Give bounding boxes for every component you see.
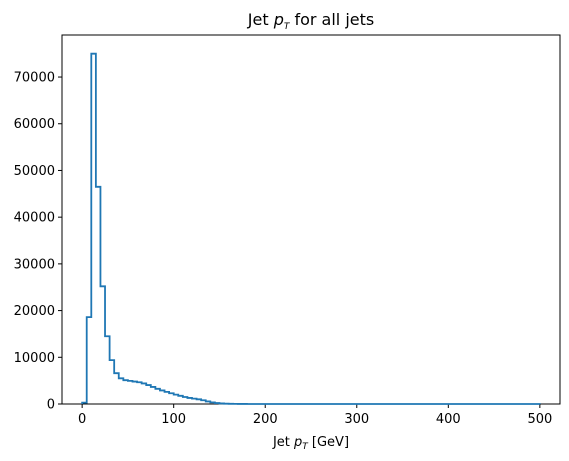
y-tick-label: 50000 bbox=[14, 164, 55, 179]
x-tick-label: 100 bbox=[161, 412, 186, 427]
x-tick-label: 500 bbox=[527, 412, 552, 427]
y-tick-label: 60000 bbox=[14, 117, 55, 132]
histogram-step-line bbox=[81, 52, 541, 405]
y-tick-label: 20000 bbox=[14, 304, 55, 319]
y-tick-label: 70000 bbox=[14, 71, 55, 86]
x-tick-label: 0 bbox=[78, 412, 86, 427]
axes-frame bbox=[61, 34, 561, 405]
chart-title: Jet pT for all jets bbox=[247, 10, 374, 32]
y-tick-label: 30000 bbox=[14, 257, 55, 272]
x-axis: 0 100 200 300 400 500 bbox=[78, 404, 552, 427]
y-tick-label: 40000 bbox=[14, 211, 55, 226]
x-tick-label: 300 bbox=[344, 412, 369, 427]
y-axis: 0 10000 20000 30000 40000 50000 60000 70000 bbox=[14, 71, 62, 413]
y-tick-label: 10000 bbox=[14, 351, 55, 366]
y-tick-label: 0 bbox=[47, 398, 55, 413]
x-tick-label: 400 bbox=[436, 412, 461, 427]
x-tick-label: 200 bbox=[253, 412, 278, 427]
x-axis-title: Jet pT [GeV] bbox=[272, 435, 349, 452]
plot-border bbox=[61, 34, 561, 405]
